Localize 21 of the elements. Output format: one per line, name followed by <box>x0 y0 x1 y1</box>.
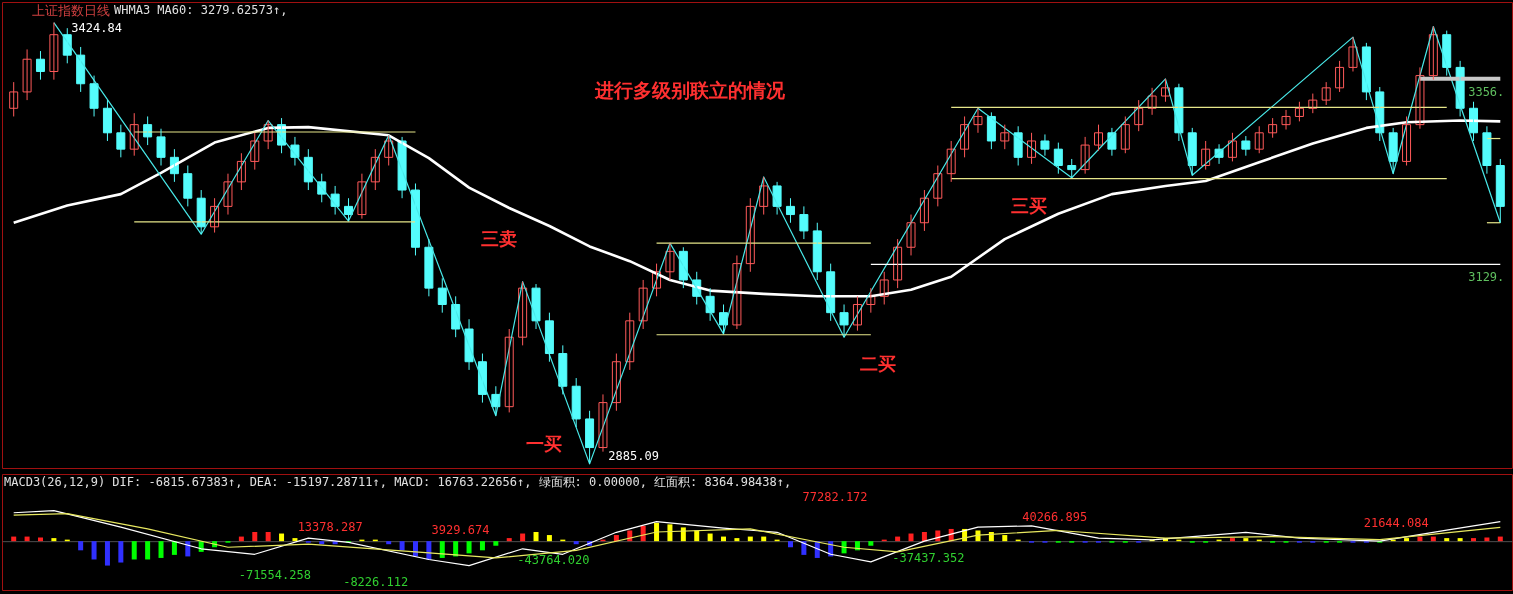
chart-title: MACD3(26,12,9) DIF: -6815.67383↑, DEA: -15197.28711↑, MACD: 16763.22656↑, 绿面积: 0.00000, 红面积: 8364.98438↑, <box>4 475 792 489</box>
annotation: -37437.352 <box>892 550 965 565</box>
text: -71554.258 <box>238 567 311 582</box>
annotation: 3356. <box>1468 84 1505 99</box>
annotation: -43764.020 <box>517 552 590 567</box>
annotation: 3129. <box>1468 270 1505 285</box>
annotation: 2885.09 <box>608 449 659 464</box>
annotation: 进行多级别联立的情况 <box>594 78 787 101</box>
annotation: 3929.674 <box>431 522 490 537</box>
annotation: 13378.287 <box>297 520 363 535</box>
annotation: 一买 <box>526 432 563 454</box>
annotation: 二买 <box>859 353 896 375</box>
text: 77282.172 <box>802 490 868 505</box>
annotation: 21644.084 <box>1363 515 1429 530</box>
chart-subtitle: WHMA3 MA60: 3279.62573↑, <box>114 3 288 17</box>
chart-title: 上证指数日线 <box>32 3 110 18</box>
text: -8226.112 <box>343 574 409 589</box>
annotation: 40266.895 <box>1022 509 1088 524</box>
annotation: 三卖 <box>480 227 517 249</box>
annotation: 3424.84 <box>71 20 122 35</box>
annotation: 三买 <box>1010 195 1047 217</box>
